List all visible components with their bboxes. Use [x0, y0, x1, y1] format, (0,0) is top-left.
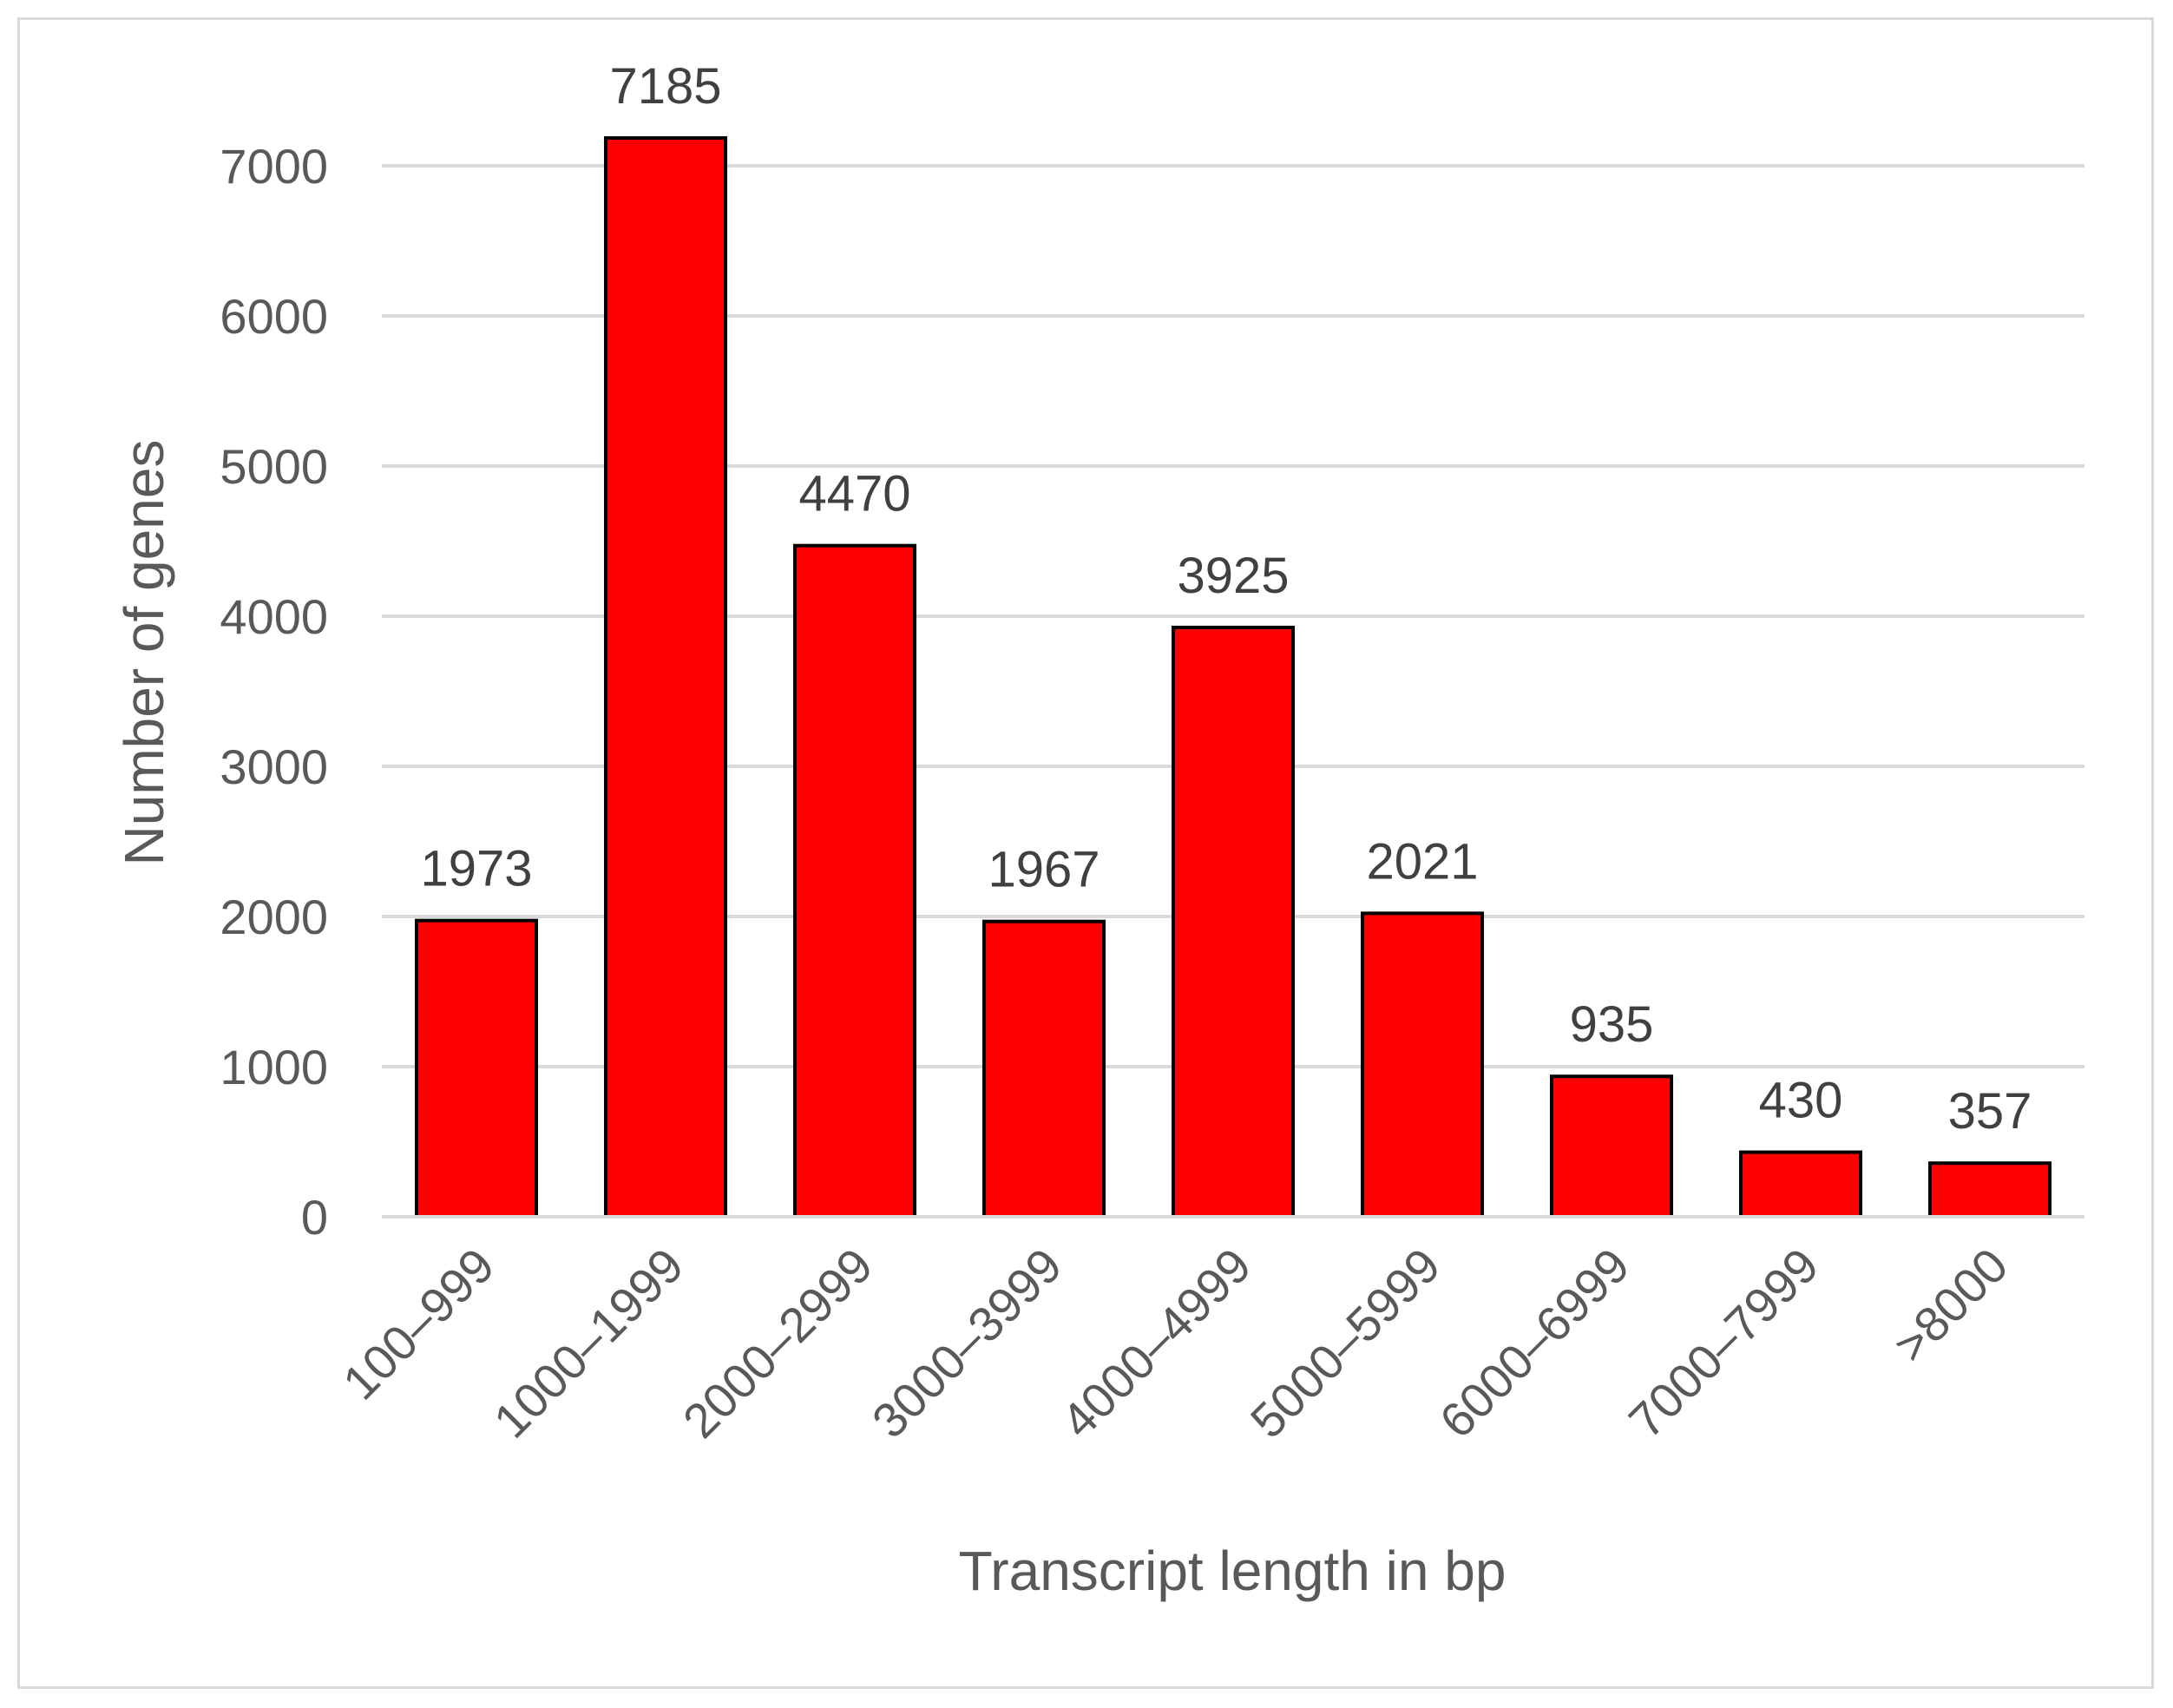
x-axis-title: Transcript length in bp — [959, 1540, 1507, 1602]
y-tick-label: 3000 — [220, 739, 328, 794]
data-label: 357 — [1948, 1083, 2032, 1140]
bars — [415, 135, 2052, 1219]
y-tick-label: 0 — [301, 1190, 328, 1245]
y-tick-label: 1000 — [220, 1040, 328, 1094]
bar — [604, 135, 727, 1219]
x-tick-label: 6000–6999 — [1429, 1238, 1640, 1449]
x-tick-label: 100–999 — [332, 1238, 505, 1410]
bar — [1928, 1161, 2052, 1219]
data-label: 430 — [1759, 1073, 1843, 1129]
x-tick-label: 2000–2999 — [673, 1238, 883, 1449]
x-tick-label: >8000 — [1883, 1238, 2019, 1373]
y-axis-title: Number of genes — [113, 440, 175, 866]
data-label: 4470 — [798, 466, 910, 522]
data-label: 1973 — [420, 841, 532, 897]
y-tick-label: 2000 — [220, 890, 328, 944]
y-tick-label: 7000 — [220, 139, 328, 194]
y-tick-label: 4000 — [220, 589, 328, 644]
bar — [982, 919, 1106, 1219]
data-label: 3925 — [1177, 548, 1289, 604]
y-tick-label: 6000 — [220, 289, 328, 344]
x-tick-label: 5000–5999 — [1240, 1238, 1451, 1449]
y-tick-label: 5000 — [220, 439, 328, 494]
x-tick-label: 4000–4999 — [1051, 1238, 1262, 1449]
data-label: 935 — [1570, 996, 1654, 1053]
x-tick-label: 1000–1999 — [483, 1238, 694, 1449]
x-tick-label: 3000–3999 — [862, 1238, 1073, 1449]
bar — [1361, 911, 1484, 1219]
data-labels: 1973 7185 4470 1967 3925 2021 935 430 357 — [420, 58, 2032, 1140]
bar — [415, 918, 538, 1219]
bar — [1739, 1150, 1862, 1219]
data-label: 2021 — [1366, 833, 1478, 890]
x-axis-ticks: 100–9991000–19992000–29993000–39994000–4… — [332, 1238, 2019, 1449]
data-label: 1967 — [988, 842, 1100, 898]
chart-frame — [17, 17, 2154, 1689]
y-axis-ticks: 0 1000 2000 3000 4000 5000 6000 7000 — [220, 139, 328, 1245]
bar — [1172, 625, 1295, 1219]
x-tick-label: 7000–7999 — [1618, 1238, 1829, 1449]
bar — [1550, 1074, 1673, 1219]
data-label: 7185 — [609, 58, 721, 115]
bar — [793, 543, 916, 1219]
